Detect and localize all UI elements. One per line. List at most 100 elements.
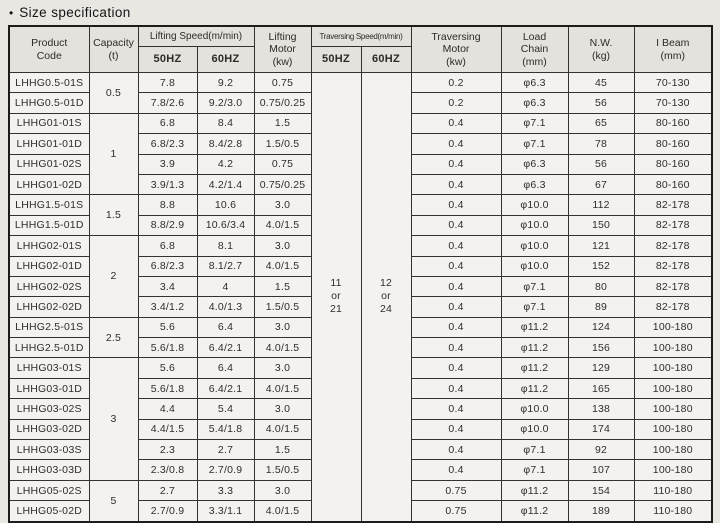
table-row: LHHG03-01D 5.6/1.8 6.4/2.1 4.0/1.5 0.4 φ11.2 1… (8, 377, 713, 400)
table-row: LHHG03-02D 4.4/1.5 5.4/1.8 4.0/1.5 0.4 φ10.0 1… (8, 418, 713, 441)
net-weight-cell: 112 (567, 194, 635, 216)
lifting-speed-50hz-cell: 5.6/1.8 (137, 337, 198, 359)
header-capacity: Capacity (t) (88, 25, 139, 73)
lifting-speed-50hz-cell: 4.4/1.5 (137, 418, 198, 441)
i-beam-cell: 110-180 (633, 479, 713, 502)
lifting-speed-50hz-cell: 8.8/2.9 (137, 214, 198, 237)
lifting-speed-50hz-cell: 4.4 (137, 398, 198, 420)
lifting-speed-50hz-cell: 3.9 (137, 153, 198, 175)
i-beam-cell: 82-178 (633, 296, 713, 318)
i-beam-cell: 82-178 (633, 255, 713, 277)
traversing-motor-cell: 0.4 (410, 153, 502, 175)
header-traversing-speed-group: Traversing Speed(m/min) (310, 25, 412, 47)
traversing-motor-cell: 0.2 (410, 71, 502, 94)
table-row: LHHG03-03D 2.3/0.8 2.7/0.9 1.5/0.5 0.4 φ7.1 10… (8, 459, 713, 481)
product-code-cell: LHHG01-02S (8, 153, 90, 175)
lifting-motor-cell: 1.5 (253, 439, 312, 461)
lifting-motor-cell: 3.0 (253, 235, 312, 257)
net-weight-cell: 189 (567, 500, 635, 523)
net-weight-cell: 174 (567, 418, 635, 441)
net-weight-cell: 107 (567, 459, 635, 481)
product-code-cell: LHHG2.5-01D (8, 337, 90, 359)
lifting-speed-60hz-cell: 2.7/0.9 (196, 459, 255, 481)
section-title-row: • Size specification (9, 5, 712, 20)
lifting-speed-50hz-cell: 7.8/2.6 (137, 92, 198, 114)
lifting-motor-cell: 1.5 (253, 275, 312, 298)
table-row: LHHG01-02D 3.9/1.3 4.2/1.4 0.75/0.25 0.4 φ6.3… (8, 173, 713, 196)
lifting-speed-60hz-cell: 4.0/1.3 (196, 296, 255, 318)
lifting-speed-50hz-cell: 5.6 (137, 316, 198, 339)
i-beam-cell: 80-160 (633, 112, 713, 135)
i-beam-cell: 110-180 (633, 500, 713, 523)
traversing-speed-50hz-cell: 11 or 21 (310, 71, 362, 523)
i-beam-cell: 100-180 (633, 398, 713, 420)
lifting-speed-50hz-cell: 8.8 (137, 194, 198, 216)
load-chain-cell: φ6.3 (500, 92, 569, 114)
lifting-motor-cell: 3.0 (253, 316, 312, 339)
lifting-speed-60hz-cell: 4.2/1.4 (196, 173, 255, 196)
product-code-cell: LHHG2.5-01S (8, 316, 90, 339)
load-chain-cell: φ7.1 (500, 296, 569, 318)
table-row: LHHG1.5-01D 8.8/2.9 10.6/3.4 4.0/1.5 0.4 φ10.… (8, 214, 713, 237)
spec-table-body: LHHG0.5-01S 0.5 7.8 9.2 0.75 11 or 21 12 or 24… (8, 71, 713, 523)
header-load-chain: Load Chain (mm) (500, 25, 569, 73)
load-chain-cell: φ6.3 (500, 71, 569, 94)
load-chain-cell: φ7.1 (500, 275, 569, 298)
product-code-cell: LHHG05-02S (8, 479, 90, 502)
header-lifting-50hz: 50HZ (137, 46, 198, 73)
table-row: LHHG03-02S 4.4 5.4 3.0 0.4 φ10.0 138 100-180 (8, 398, 713, 420)
lifting-motor-cell: 4.0/1.5 (253, 214, 312, 237)
product-code-cell: LHHG05-02D (8, 500, 90, 523)
header-product-code: Product Code (8, 25, 90, 73)
lifting-motor-cell: 3.0 (253, 398, 312, 420)
traversing-motor-cell: 0.4 (410, 133, 502, 155)
product-code-cell: LHHG02-01S (8, 235, 90, 257)
lifting-motor-cell: 1.5 (253, 112, 312, 135)
product-code-cell: LHHG03-02S (8, 398, 90, 420)
net-weight-cell: 129 (567, 357, 635, 379)
i-beam-cell: 100-180 (633, 418, 713, 441)
header-nw: N.W. (kg) (567, 25, 635, 73)
i-beam-cell: 100-180 (633, 439, 713, 461)
traversing-motor-cell: 0.4 (410, 337, 502, 359)
product-code-cell: LHHG02-02S (8, 275, 90, 298)
lifting-motor-cell: 1.5/0.5 (253, 133, 312, 155)
product-code-cell: LHHG1.5-01S (8, 194, 90, 216)
net-weight-cell: 138 (567, 398, 635, 420)
table-row: LHHG02-02D 3.4/1.2 4.0/1.3 1.5/0.5 0.4 φ7.1 89… (8, 296, 713, 318)
lifting-motor-cell: 3.0 (253, 357, 312, 379)
lifting-speed-50hz-cell: 5.6/1.8 (137, 377, 198, 400)
traversing-motor-cell: 0.4 (410, 235, 502, 257)
product-code-cell: LHHG03-03D (8, 459, 90, 481)
traversing-motor-cell: 0.75 (410, 479, 502, 502)
lifting-speed-60hz-cell: 6.4 (196, 357, 255, 379)
lifting-speed-50hz-cell: 6.8/2.3 (137, 133, 198, 155)
capacity-cell: 5 (88, 479, 139, 523)
table-row: LHHG02-01S 2 6.8 8.1 3.0 0.4 φ10.0 121 82-178 (8, 235, 713, 318)
load-chain-cell: φ11.2 (500, 357, 569, 379)
capacity-cell: 0.5 (88, 72, 139, 114)
traversing-motor-cell: 0.4 (410, 255, 502, 277)
lifting-motor-cell: 0.75/0.25 (253, 173, 312, 196)
traversing-motor-cell: 0.4 (410, 418, 502, 441)
i-beam-cell: 70-130 (633, 71, 713, 94)
page-title: Size specification (19, 5, 131, 20)
load-chain-cell: φ11.2 (500, 500, 569, 523)
i-beam-cell: 82-178 (633, 235, 713, 257)
size-specification-table: Product Code Capacity (t) Lifting Speed(… (8, 25, 714, 523)
traversing-motor-cell: 0.4 (410, 275, 502, 298)
traversing-motor-cell: 0.4 (410, 398, 502, 420)
lifting-speed-60hz-cell: 10.6 (196, 194, 255, 216)
header-traversing-motor: Traversing Motor (kw) (410, 25, 502, 73)
net-weight-cell: 78 (567, 133, 635, 155)
capacity-cell: 2 (88, 235, 139, 318)
lifting-speed-60hz-cell: 9.2 (196, 71, 255, 94)
load-chain-cell: φ11.2 (500, 337, 569, 359)
product-code-cell: LHHG0.5-01S (8, 71, 90, 94)
lifting-speed-50hz-cell: 6.8 (137, 235, 198, 257)
net-weight-cell: 80 (567, 275, 635, 298)
lifting-motor-cell: 4.0/1.5 (253, 337, 312, 359)
product-code-cell: LHHG01-01S (8, 112, 90, 135)
bullet-icon: • (9, 5, 14, 20)
